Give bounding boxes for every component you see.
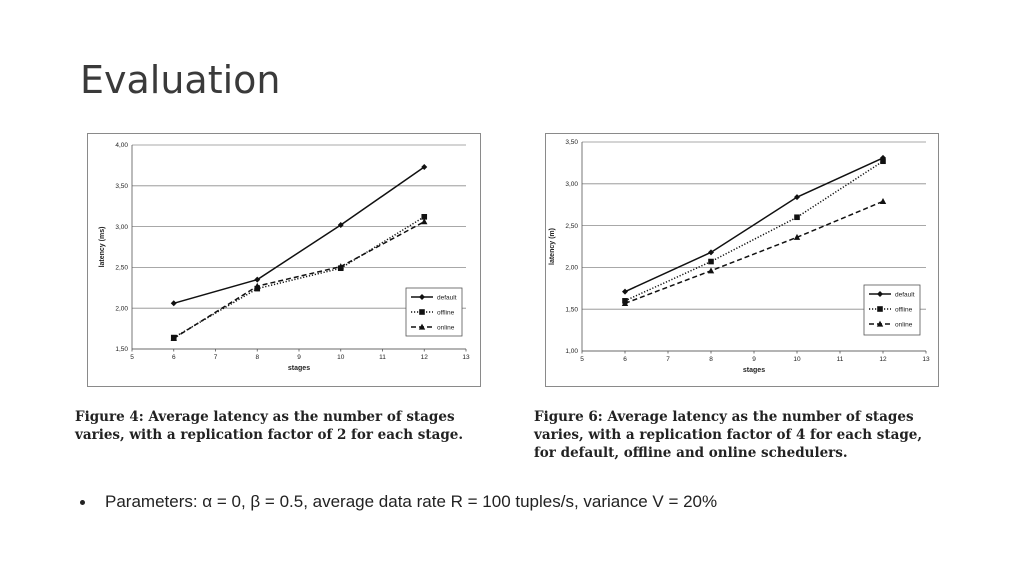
x-tick-label: 12 — [879, 356, 887, 363]
y-tick-label: 3,00 — [565, 181, 578, 188]
y-tick-label: 3,00 — [115, 224, 128, 231]
series-line-default — [624, 157, 884, 293]
y-tick-label: 2,50 — [565, 223, 578, 230]
x-tick-label: 9 — [297, 354, 301, 361]
figure-6-chart: 1,00 1,50 2,00 2,50 3,00 3,50 5 6 7 8 9 10 11 12 13 sta… — [545, 133, 939, 387]
latency-chart-replication-4: 1,00 1,50 2,00 2,50 3,00 3,50 5 6 7 8 9 10 11 12 13 sta… — [549, 139, 930, 374]
x-tick-label: 8 — [709, 356, 713, 363]
legend-box — [405, 287, 463, 337]
y-tick-label: 2,00 — [115, 305, 128, 312]
point-online — [879, 197, 887, 204]
series-line-online — [173, 221, 425, 340]
caption-line: varies, with a replication factor of 2 f… — [75, 427, 464, 443]
caption-line: for default, offline and online schedule… — [534, 445, 848, 461]
x-tick-label: 5 — [580, 356, 584, 363]
x-tick-label: 11 — [837, 356, 844, 363]
legend-label: offline — [437, 309, 455, 316]
bullet-text: Parameters: α = 0, β = 0.5, average data… — [105, 492, 718, 511]
bullet-item: Parameters: α = 0, β = 0.5, average data… — [80, 492, 717, 512]
legend-label: online — [895, 321, 913, 328]
x-tick-label: 12 — [421, 354, 429, 361]
x-tick-label: 11 — [379, 354, 386, 361]
caption-line: Figure 4: Average latency as the number … — [75, 409, 455, 425]
point-online — [707, 267, 715, 274]
y-axis-label: latency (ms) — [99, 227, 106, 268]
x-tick-label: 10 — [337, 354, 345, 361]
series-line-default — [173, 166, 425, 305]
point-default — [794, 194, 800, 201]
point-default — [421, 164, 428, 171]
x-tick-label: 10 — [793, 356, 801, 363]
y-axis-label: latency (m) — [549, 228, 556, 265]
legend-label: default — [895, 291, 915, 298]
legend: default offline online — [405, 287, 463, 337]
bullet-list: Parameters: α = 0, β = 0.5, average data… — [80, 492, 717, 512]
y-tick-label: 2,50 — [115, 265, 128, 272]
legend-marker — [877, 306, 883, 312]
y-tick-label: 2,00 — [565, 265, 578, 272]
series-line-offline — [173, 216, 425, 339]
x-tick-label: 7 — [666, 356, 670, 363]
legend-label: default — [437, 294, 457, 301]
point-default — [880, 154, 886, 161]
y-tick-label: 4,00 — [115, 142, 128, 149]
point-online — [421, 218, 428, 225]
x-tick-label: 7 — [214, 354, 218, 361]
x-tick-label: 8 — [255, 354, 259, 361]
figure-4-chart: 1,50 2,00 2,50 3,00 3,50 4,00 5 6 7 8 9 10 11 12 13 sta… — [87, 133, 481, 387]
y-tick-label: 3,50 — [565, 139, 578, 146]
point-offline — [708, 258, 714, 265]
legend-label: online — [437, 324, 455, 331]
x-tick-label: 6 — [172, 354, 176, 361]
x-tick-label: 6 — [623, 356, 627, 363]
legend-marker — [419, 294, 425, 300]
legend-marker — [419, 309, 425, 315]
y-tick-label: 1,50 — [565, 306, 578, 313]
point-online — [621, 299, 629, 306]
point-default — [254, 276, 261, 283]
point-default — [622, 288, 628, 295]
y-tick-label: 1,50 — [115, 346, 128, 353]
y-tick-label: 3,50 — [115, 183, 128, 190]
point-default — [170, 300, 177, 307]
legend: default offline online — [863, 284, 921, 336]
y-tick-label: 1,00 — [565, 348, 578, 355]
point-default — [708, 249, 714, 256]
series-line-online — [624, 200, 884, 305]
x-axis-label: stages — [288, 365, 310, 372]
point-online — [337, 263, 344, 270]
point-offline — [794, 214, 800, 221]
x-axis-label: stages — [743, 367, 765, 374]
figure-4-caption: Figure 4: Average latency as the number … — [75, 408, 515, 444]
slide-title: Evaluation — [80, 58, 281, 102]
series-line-offline — [624, 160, 884, 302]
point-default — [337, 221, 344, 228]
bullet-icon — [80, 499, 85, 505]
point-online — [170, 334, 177, 341]
point-offline — [421, 214, 428, 220]
legend-label: offline — [895, 306, 913, 313]
x-tick-label: 13 — [462, 354, 470, 361]
latency-chart-replication-2: 1,50 2,00 2,50 3,00 3,50 4,00 5 6 7 8 9 10 11 12 13 sta… — [99, 142, 470, 372]
x-tick-label: 13 — [922, 356, 930, 363]
caption-line: Figure 6: Average latency as the number … — [534, 409, 914, 425]
figure-6-caption: Figure 6: Average latency as the number … — [534, 408, 974, 462]
point-online — [793, 233, 801, 240]
point-online — [254, 282, 261, 289]
legend-marker — [876, 320, 884, 327]
legend-marker — [877, 291, 883, 297]
point-offline — [880, 158, 886, 165]
x-tick-label: 9 — [752, 356, 756, 363]
x-tick-label: 5 — [130, 354, 134, 361]
caption-line: varies, with a replication factor of 4 f… — [534, 427, 923, 443]
legend-marker — [418, 323, 426, 330]
